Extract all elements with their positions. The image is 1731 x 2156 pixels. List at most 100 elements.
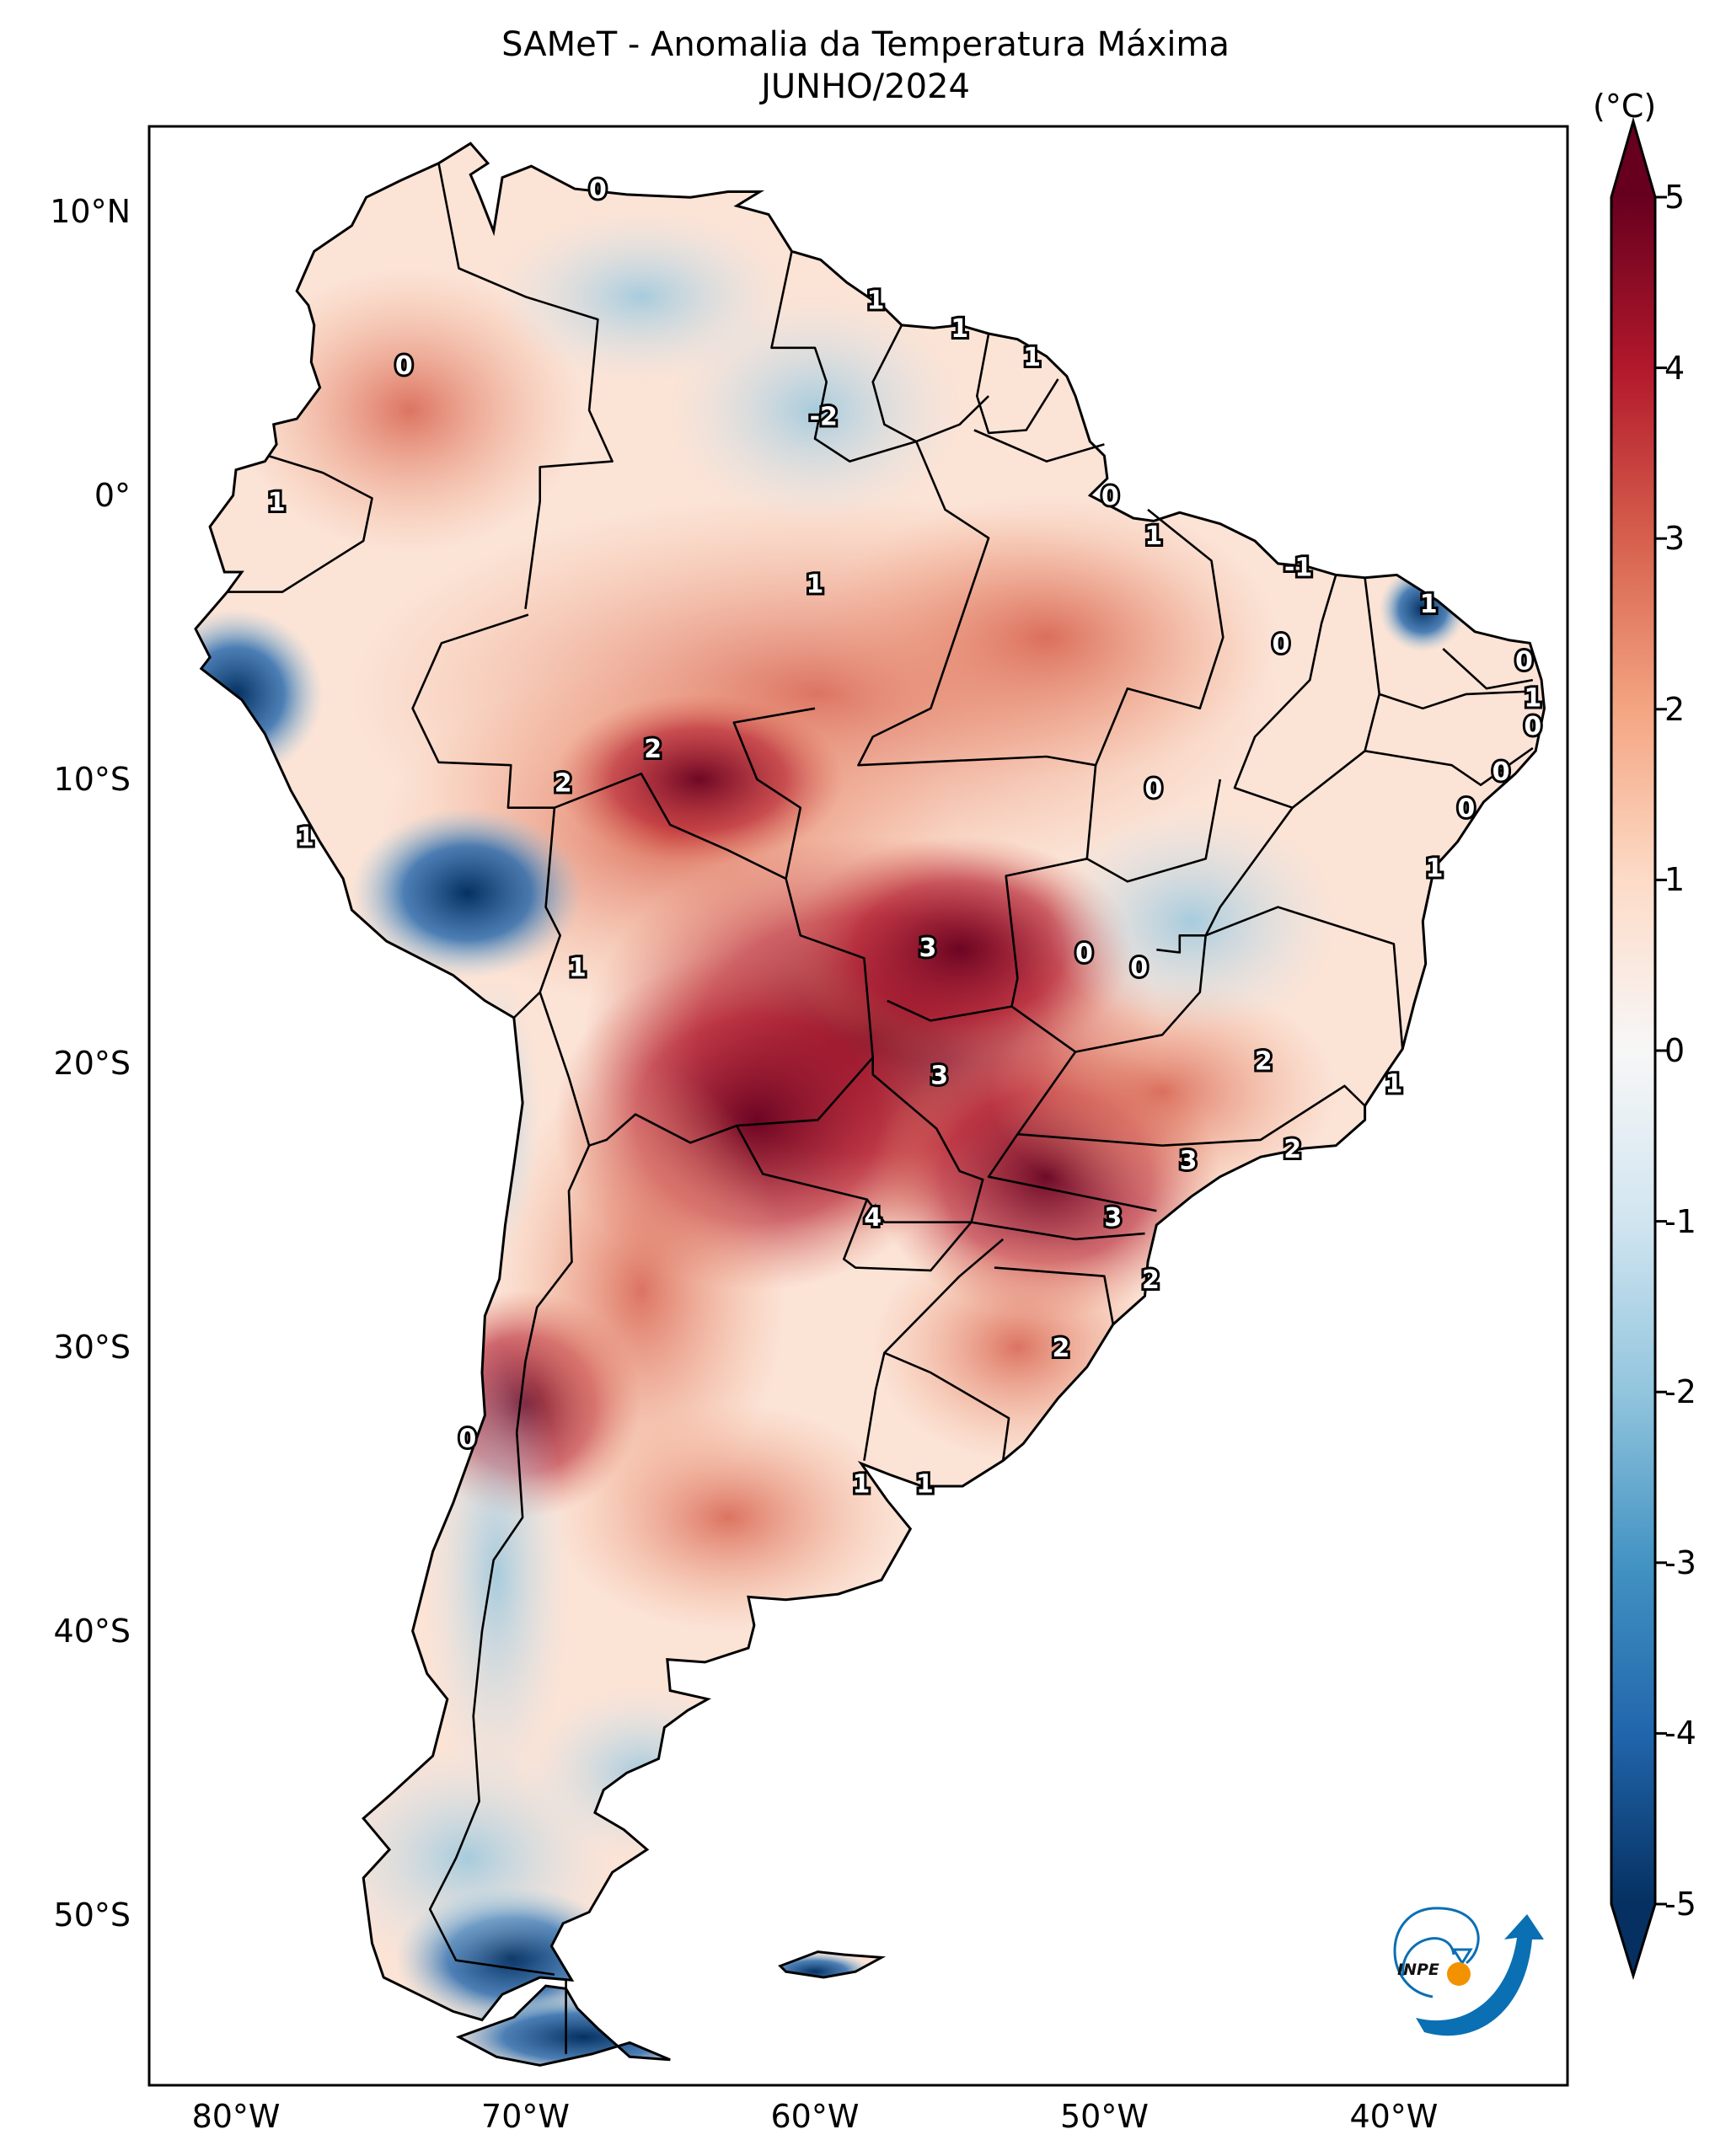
x-tick-label: 70°W — [481, 2098, 570, 2135]
contour-label: 3 — [930, 1061, 948, 1090]
political-border — [1442, 648, 1534, 690]
contour-label: 1 — [1144, 522, 1162, 551]
contour-label: 3 — [919, 934, 936, 963]
inpe-logo: INPE — [1393, 1907, 1544, 2036]
anomaly-blob — [496, 1062, 786, 1518]
anomaly-blob — [1046, 807, 1337, 1035]
political-border — [1016, 1051, 1366, 1147]
y-tick-label: 40°S — [53, 1612, 131, 1650]
chart-title: SAMeT - Anomalia da Temperatura Máxima J… — [0, 24, 1731, 108]
political-border — [1364, 746, 1534, 786]
contour-label: 1 — [1023, 343, 1041, 372]
contour-label: 1 — [867, 286, 885, 316]
colorbar-gradient — [1611, 197, 1655, 1904]
colorbar — [1610, 116, 1667, 1981]
coastline — [194, 142, 1546, 2067]
y-tick-label: 10°S — [53, 761, 131, 798]
political-border — [971, 1221, 1145, 1241]
anomaly-blob — [872, 1233, 1163, 1461]
contour-label: 1 — [569, 953, 587, 982]
political-border — [973, 429, 1105, 463]
contour-label: 0 — [1101, 482, 1119, 511]
political-border — [987, 1133, 1157, 1212]
colorbar-tick-label: -4 — [1664, 1715, 1696, 1752]
political-border — [411, 613, 561, 1019]
political-border — [1156, 934, 1206, 954]
colorbar-tick-label: -3 — [1664, 1543, 1696, 1581]
y-tick-label: 0° — [94, 477, 131, 515]
anomaly-blob — [554, 693, 844, 865]
contour-label: 0 — [1457, 794, 1475, 824]
plot-frame — [147, 125, 1569, 2087]
contour-label: 0 — [1524, 712, 1541, 741]
anomaly-blob — [453, 977, 540, 1262]
contour-label: 1 — [268, 488, 286, 517]
political-border — [976, 333, 1059, 435]
anomaly-blob — [814, 495, 1278, 779]
y-tick-label: 50°S — [53, 1896, 131, 1934]
x-tick-label: 60°W — [770, 2098, 860, 2135]
contour-label: 1 — [916, 1470, 934, 1500]
colorbar-extend-min — [1611, 1904, 1655, 1976]
contour-label: 1 — [1426, 853, 1444, 883]
anomaly-blob — [785, 836, 1133, 1063]
political-border — [732, 707, 816, 880]
contour-label: 1 — [1385, 1070, 1402, 1099]
y-tick-label: 20°S — [53, 1044, 131, 1082]
x-tick-label: 80°W — [191, 2098, 281, 2135]
political-border — [1085, 508, 1225, 883]
political-border — [1005, 858, 1207, 1053]
anomaly-blob — [525, 1688, 758, 1859]
x-tick-label: 40°W — [1349, 2098, 1439, 2135]
contour-label: 1 — [951, 314, 968, 344]
political-border — [887, 999, 1012, 1022]
y-tick-label: 30°S — [53, 1328, 131, 1366]
political-border — [857, 441, 1096, 767]
contour-label: 0 — [1273, 629, 1290, 659]
colorbar-tick-label: 2 — [1664, 690, 1685, 728]
colorbar-tick-label: 4 — [1664, 349, 1685, 387]
anomaly-field — [196, 143, 1545, 2066]
political-border — [1204, 806, 1404, 1050]
logo-text: INPE — [1397, 1961, 1439, 1979]
anomaly-blob — [351, 807, 584, 978]
subtitle-line: JUNHO/2024 — [761, 67, 970, 106]
y-tick-label: 10°N — [50, 193, 131, 231]
contour-label: 1 — [852, 1470, 870, 1500]
logo-swirl-outer — [1393, 1907, 1480, 1998]
contour-label: -1 — [1284, 553, 1312, 582]
colorbar-tick-label: 5 — [1664, 179, 1685, 216]
colorbar-tick-label: 1 — [1664, 861, 1685, 899]
political-border — [539, 773, 874, 1147]
political-border — [770, 251, 917, 463]
colorbar-tick-label: 0 — [1664, 1032, 1685, 1069]
political-border — [227, 454, 373, 593]
contour-label: 0 — [1515, 646, 1533, 676]
contour-label: 4 — [864, 1203, 882, 1233]
colorbar-extend-max — [1611, 121, 1655, 197]
colorbar-tick-label: -2 — [1664, 1373, 1696, 1411]
contour-label: 0 — [1144, 774, 1162, 804]
colorbar-tick-label: -1 — [1664, 1202, 1696, 1240]
contour-label: 2 — [1052, 1334, 1069, 1363]
colorbar-tick-label: -5 — [1664, 1886, 1696, 1923]
contour-label: 0 — [395, 351, 413, 381]
logo-arrow-down-icon — [1451, 1948, 1473, 1966]
colorbar-tick-label: 3 — [1664, 520, 1685, 558]
political-border — [994, 1266, 1115, 1325]
contour-label: -2 — [810, 403, 838, 432]
political-border — [883, 1351, 1010, 1461]
contour-label: 1 — [297, 822, 314, 852]
logo-arrow-up-icon — [1416, 1914, 1544, 2036]
political-border — [736, 1057, 984, 1223]
political-border — [428, 1145, 591, 1976]
contour-label: 1 — [807, 570, 824, 600]
contour-label: 0 — [1075, 939, 1093, 969]
contour-label: 1 — [1420, 590, 1438, 619]
political-border — [437, 163, 614, 609]
x-tick-label: 50°W — [1059, 2098, 1149, 2135]
anomaly-blob — [438, 1994, 728, 2066]
contour-label: 0 — [1493, 757, 1510, 787]
contour-label: 2 — [1142, 1265, 1160, 1295]
